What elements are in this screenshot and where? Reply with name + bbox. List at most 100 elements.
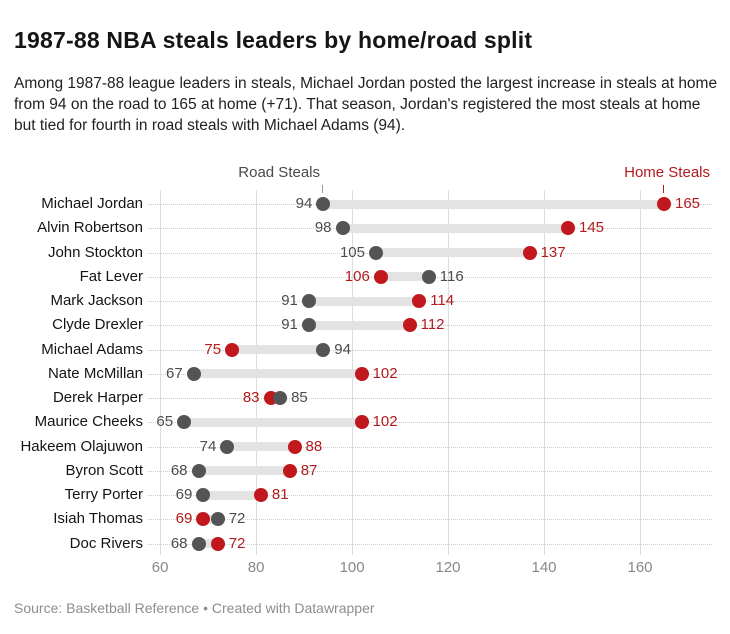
road-header-tick xyxy=(322,185,323,193)
dumbbell-connector xyxy=(203,514,218,524)
row-guide-line xyxy=(148,325,712,327)
player-name: Clyde Drexler xyxy=(52,316,143,334)
home-steals-dot xyxy=(561,221,575,236)
dumbbell-connector xyxy=(342,223,569,233)
home-steals-dot xyxy=(402,318,417,333)
road-value-label: 67 xyxy=(166,364,183,382)
home-value-label: 87 xyxy=(300,461,318,479)
road-value-label: 91 xyxy=(281,316,298,334)
player-name: Terry Porter xyxy=(64,486,143,503)
dumbbell-connector xyxy=(227,442,295,451)
player-name: John Stockton xyxy=(47,243,143,261)
home-value-label: 112 xyxy=(420,316,445,334)
home-steals-column-header: Home Steals xyxy=(624,164,710,181)
home-value-label: 114 xyxy=(430,292,455,309)
player-name: Doc Rivers xyxy=(69,534,143,552)
road-value-label: 91 xyxy=(281,292,298,309)
road-steals-dot xyxy=(220,439,235,454)
road-value-label: 68 xyxy=(170,461,188,479)
road-value-label: 72 xyxy=(228,510,246,528)
road-value-label: 94 xyxy=(295,195,313,212)
dumbbell-connector xyxy=(380,272,429,282)
player-name: Mark Jackson xyxy=(50,292,143,309)
home-value-label: 137 xyxy=(540,243,566,261)
home-value-label: 83 xyxy=(242,389,260,406)
x-axis-tick-label: 140 xyxy=(531,559,557,576)
row-guide-line xyxy=(148,349,712,351)
road-value-label: 85 xyxy=(291,389,308,406)
home-steals-dot xyxy=(522,245,537,260)
dumbbell-connector xyxy=(198,539,218,548)
player-name: Byron Scott xyxy=(65,461,143,479)
player-name: Isiah Thomas xyxy=(53,510,143,528)
dumbbell-connector xyxy=(198,466,290,476)
row-guide-line xyxy=(148,398,712,399)
dumbbell-connector xyxy=(193,369,362,379)
dumbbell-connector xyxy=(308,296,420,306)
home-steals-dot xyxy=(210,536,225,551)
x-axis-tick-label: 60 xyxy=(151,559,169,576)
home-value-label: 102 xyxy=(372,364,398,382)
x-axis-tick-label: 80 xyxy=(247,559,265,576)
road-value-label: 74 xyxy=(199,437,217,455)
dumbbell-connector xyxy=(184,417,362,427)
player-name: Maurice Cheeks xyxy=(34,413,143,431)
row-guide-line xyxy=(148,301,712,302)
home-steals-dot xyxy=(253,488,268,502)
dumbbell-connector xyxy=(376,248,530,257)
dumbbell-connector xyxy=(308,320,410,330)
home-value-label: 145 xyxy=(579,219,605,237)
road-steals-dot xyxy=(335,221,350,236)
road-steals-dot xyxy=(316,342,331,357)
road-steals-dot xyxy=(186,366,201,381)
x-axis-tick-label: 120 xyxy=(435,559,461,576)
road-steals-dot xyxy=(301,318,316,333)
road-value-label: 116 xyxy=(439,267,464,285)
player-name: Derek Harper xyxy=(52,389,143,406)
home-steals-dot xyxy=(225,342,240,357)
road-value-label: 68 xyxy=(170,534,188,552)
x-axis-tick-label: 100 xyxy=(339,559,365,576)
home-header-tick xyxy=(663,185,664,193)
row-guide-line xyxy=(148,543,712,545)
dumbbell-connector xyxy=(203,490,261,500)
road-steals-dot xyxy=(196,488,211,502)
home-steals-dot xyxy=(354,415,369,430)
gridline-140 xyxy=(544,190,545,555)
home-steals-dot xyxy=(287,439,302,454)
home-steals-dot xyxy=(196,512,211,527)
road-steals-dot xyxy=(369,245,383,260)
player-name: Nate McMillan xyxy=(47,364,143,382)
dumbbell-connector xyxy=(232,345,324,354)
road-value-label: 105 xyxy=(339,243,365,261)
row-guide-line xyxy=(148,470,712,472)
row-guide-line xyxy=(148,519,712,521)
road-steals-dot xyxy=(421,269,436,284)
home-value-label: 106 xyxy=(344,267,370,285)
source-attribution: Source: Basketball Reference • Created w… xyxy=(14,600,375,616)
row-guide-line xyxy=(148,495,712,496)
road-steals-dot xyxy=(273,391,288,405)
home-steals-dot xyxy=(354,366,369,381)
gridline-160 xyxy=(640,190,641,555)
home-value-label: 72 xyxy=(228,534,246,552)
player-name: Michael Jordan xyxy=(41,195,143,212)
home-steals-dot xyxy=(373,269,388,284)
home-value-label: 102 xyxy=(372,413,398,431)
road-steals-dot xyxy=(191,536,206,551)
home-steals-dot xyxy=(282,463,297,478)
home-value-label: 69 xyxy=(175,510,193,528)
player-name: Fat Lever xyxy=(79,267,143,285)
road-steals-dot xyxy=(191,463,206,478)
row-guide-line xyxy=(148,373,712,375)
road-value-label: 65 xyxy=(156,413,174,431)
x-axis-tick-label: 160 xyxy=(627,559,653,576)
dumbbell-connector xyxy=(323,199,665,209)
home-value-label: 81 xyxy=(271,486,289,503)
chart-description: Among 1987-88 league leaders in steals, … xyxy=(14,74,718,134)
road-value-label: 98 xyxy=(314,219,332,237)
road-steals-column-header: Road Steals xyxy=(238,164,320,181)
home-steals-dot xyxy=(657,197,671,211)
road-steals-dot xyxy=(316,197,331,211)
chart-title: 1987-88 NBA steals leaders by home/road … xyxy=(14,27,533,54)
